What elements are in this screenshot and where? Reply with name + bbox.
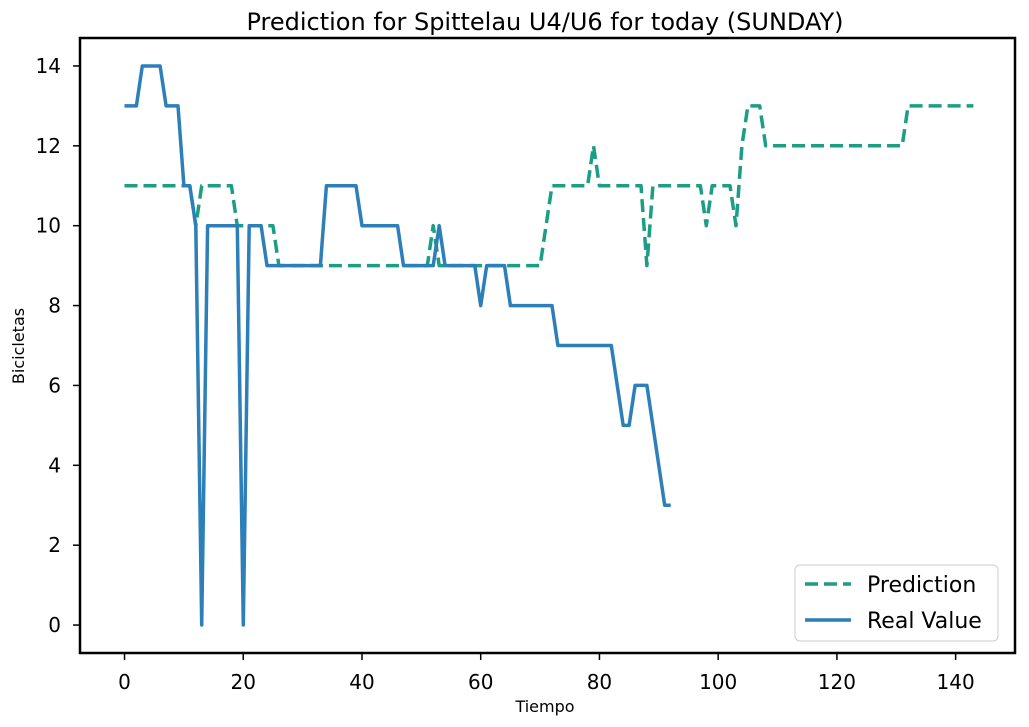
x-tick-label: 100 [699,670,737,694]
plot-frame [78,36,1017,655]
x-tick-label: 80 [587,670,612,694]
x-axis-label: Tiempo [514,697,574,716]
y-tick-label: 4 [48,453,61,477]
legend: Prediction Real Value [794,564,999,642]
y-axis: 0 2 4 6 8 10 12 14 [36,54,80,637]
x-tick-label: 0 [118,670,131,694]
series-line-real-value [124,64,671,627]
x-axis: 0 20 40 60 80 100 120 140 [118,653,975,694]
y-tick-label: 2 [48,533,61,557]
y-tick-label: 8 [48,294,61,318]
series-line-prediction [124,104,974,268]
x-tick-label: 140 [937,670,975,694]
y-tick-label: 0 [48,613,61,637]
y-tick-label: 10 [36,214,61,238]
x-tick-label: 120 [818,670,856,694]
x-tick-label: 20 [231,670,256,694]
chart-title: Prediction for Spittelau U4/U6 for today… [246,8,843,36]
legend-label-prediction: Prediction [867,573,976,598]
y-axis-label: Bicicletas [9,308,28,384]
plot-lines [124,64,974,627]
x-tick-label: 40 [349,670,374,694]
x-tick-label: 60 [468,670,493,694]
y-tick-label: 6 [48,373,61,397]
y-tick-label: 12 [36,134,61,158]
legend-label-real-value: Real Value [867,609,982,634]
y-tick-label: 14 [36,54,61,78]
